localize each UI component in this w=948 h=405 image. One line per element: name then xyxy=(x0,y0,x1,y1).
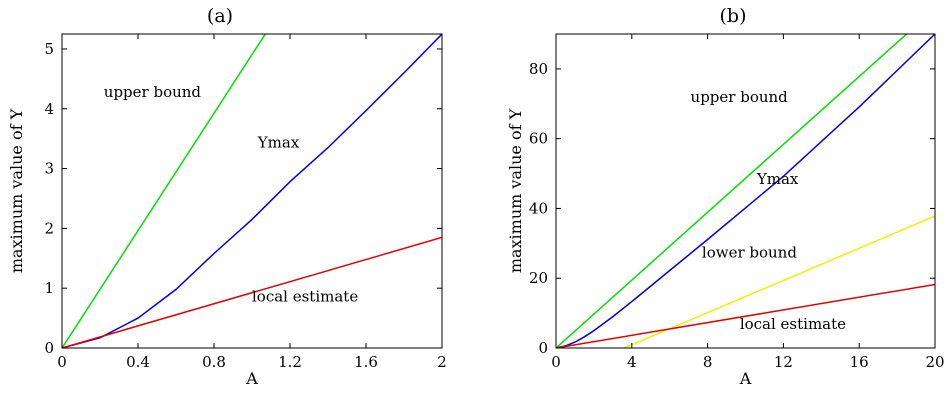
chart-0-x-tick-label-4: 1.6 xyxy=(354,353,378,371)
chart-0-series-ymax-line xyxy=(62,34,442,348)
chart-0-x-tick-label-2: 0.8 xyxy=(202,353,226,371)
chart-1-y-tick-label-2: 40 xyxy=(529,199,548,217)
chart-1-x-tick-label-1: 4 xyxy=(627,353,637,371)
chart-1-x-tick-label-5: 20 xyxy=(925,353,944,371)
chart-0-y-axis-label: maximum value of Y xyxy=(7,108,26,273)
chart-0-annotation-local-estimate: local estimate xyxy=(252,287,358,305)
chart-1-y-tick-label-3: 60 xyxy=(529,130,548,148)
chart-0-x-tick-label-0: 0 xyxy=(57,353,67,371)
chart-1-series-upper-bound-line xyxy=(556,34,908,348)
chart-0-x-tick-label-1: 0.4 xyxy=(126,353,150,371)
chart-0-annotation-ymax: Ymax xyxy=(257,134,300,152)
chart-0-plot-frame xyxy=(61,33,443,349)
chart-0-series-local-estimate-line xyxy=(62,236,442,348)
chart-0-series-upper-bound-line xyxy=(62,34,266,348)
chart-1-x-tick-label-2: 8 xyxy=(703,353,713,371)
chart-0-x-tick-label-3: 1.2 xyxy=(278,353,302,371)
chart-0-annotation-upper-bound: upper bound xyxy=(104,83,202,101)
chart-1-annotation-upper-bound: upper bound xyxy=(691,88,789,106)
chart-0-y-tick-label-5: 5 xyxy=(44,40,54,58)
chart-0-y-tick-label-3: 3 xyxy=(44,160,54,178)
chart-0-y-tick-label-2: 2 xyxy=(44,219,54,237)
chart-1-x-tick-label-3: 12 xyxy=(774,353,793,371)
chart-1-annotation-ymax: Ymax xyxy=(756,170,799,188)
chart-1-y-tick-label-0: 0 xyxy=(538,339,548,357)
chart-0-y-tick-label-1: 1 xyxy=(44,279,54,297)
chart-0-y-tick-label-0: 0 xyxy=(44,339,54,357)
chart-1-annotation-lower-bound: lower bound xyxy=(702,244,797,262)
chart-0-x-tick-label-5: 2 xyxy=(437,353,447,371)
chart-1-annotation-local-estimate: local estimate xyxy=(740,315,846,333)
chart-1-x-axis-label: A xyxy=(739,369,752,388)
chart-0-x-axis-label: A xyxy=(245,369,258,388)
chart-1-y-axis-label: maximum value of Y xyxy=(506,108,525,273)
chart-1-series-ymax-line xyxy=(556,34,935,348)
chart-0-title: (a) xyxy=(207,5,233,27)
chart-1-x-tick-label-4: 16 xyxy=(850,353,869,371)
chart-1-series-lower-bound-line xyxy=(623,215,935,348)
chart-0-y-tick-label-4: 4 xyxy=(44,100,54,118)
chart-1-plot-frame xyxy=(555,33,936,349)
chart-1-x-tick-label-0: 0 xyxy=(551,353,561,371)
chart-1-series-local-estimate-line xyxy=(556,283,935,348)
chart-1-y-tick-label-4: 80 xyxy=(529,60,548,78)
chart-1-title: (b) xyxy=(720,5,747,27)
chart-1-y-tick-label-1: 20 xyxy=(529,269,548,287)
